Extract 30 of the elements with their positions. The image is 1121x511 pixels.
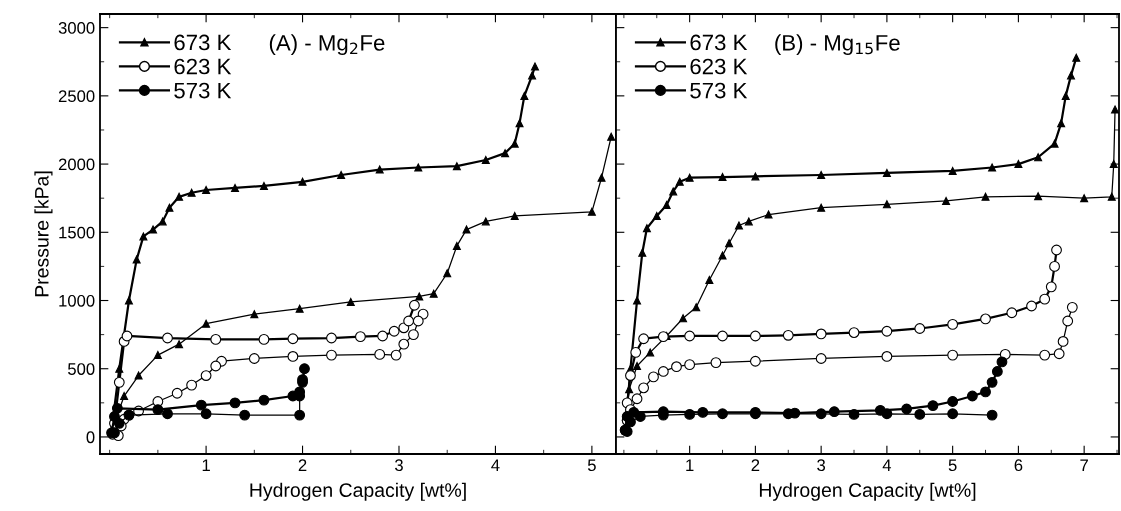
legend-label: 573 K bbox=[690, 82, 748, 99]
x-tick-label: 3 bbox=[394, 459, 403, 472]
text: (A) - Mg$_{2}$Fe bbox=[269, 34, 385, 56]
x-tick-label: 1 bbox=[686, 459, 694, 471]
legend-label: 623 K bbox=[174, 58, 232, 75]
y-tick-label: 1500 bbox=[59, 226, 95, 239]
legend-label: 623 K bbox=[690, 58, 748, 75]
x-tick-label: 1 bbox=[202, 459, 210, 471]
text: (B) - Mg$_{15}$Fe bbox=[775, 34, 900, 56]
x-tick-label: 4 bbox=[882, 459, 892, 471]
y-tick-label: 2000 bbox=[58, 158, 95, 171]
x-tick-label: 6 bbox=[1014, 459, 1023, 472]
y-tick-label: 1000 bbox=[59, 294, 95, 307]
x-tick-label: 2 bbox=[751, 459, 760, 471]
legend-label: 673 K bbox=[174, 34, 232, 51]
y-tick-label: 2500 bbox=[58, 90, 95, 103]
legend-label: 673 K bbox=[690, 34, 748, 51]
x-tick-label: 7 bbox=[1080, 459, 1088, 471]
legend-label: 573 K bbox=[174, 82, 232, 99]
y-tick-label: 0 bbox=[86, 431, 95, 444]
x-tick-label: 2 bbox=[298, 459, 307, 471]
x-tick-label: 3 bbox=[817, 459, 826, 472]
x-tick-label: 5 bbox=[587, 459, 596, 472]
x-tick-label: 4 bbox=[491, 459, 500, 471]
x-tick-label: 5 bbox=[948, 459, 957, 472]
y-tick-label: 3000 bbox=[58, 22, 95, 34]
x-axis-title: Hydrogen Capacity [wt%] bbox=[759, 482, 976, 501]
x-axis-title: Hydrogen Capacity [wt%] bbox=[250, 482, 466, 501]
y-tick-label: 500 bbox=[68, 363, 95, 375]
y-axis-title: Pressure [kPa] bbox=[34, 171, 53, 297]
